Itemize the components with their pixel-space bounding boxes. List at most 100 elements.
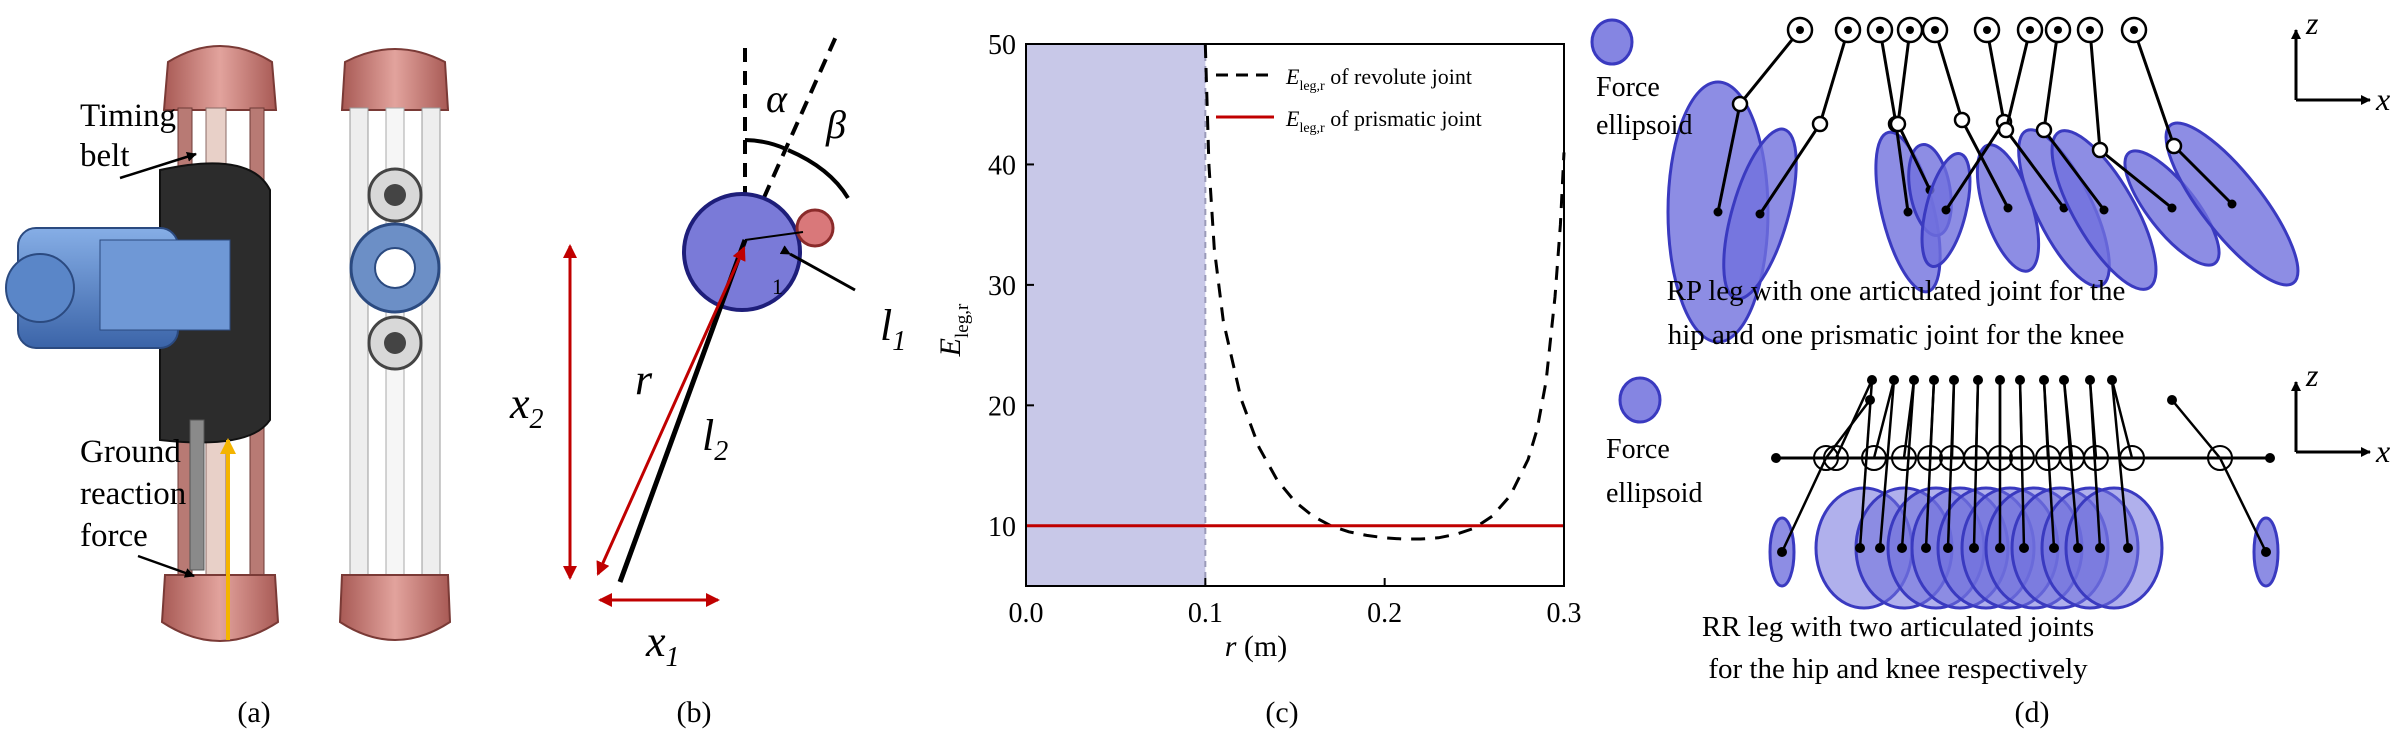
y-tick-label: 50 [988,30,1016,61]
rail-end [2265,453,2275,463]
rr-caption-line1: RR leg with two articulated joints [1702,611,2094,643]
knee-joint-marker [2039,375,2049,385]
foot-point [1921,543,1931,553]
panel-label-b: (b) [677,696,712,729]
knee-joint-marker [2059,375,2069,385]
foot-point [2227,199,2237,209]
shaded-infeasible-region [1026,44,1206,586]
bottom-legend-force: Force [1606,434,1670,465]
upper-link [1933,29,1964,121]
foot-point [2095,543,2105,553]
actuator-render-left [5,45,280,642]
y-tick-label: 10 [988,512,1016,543]
foot-point [2003,203,2013,213]
bottom-axis-z: z [2305,357,2319,393]
lower-link [1780,457,1828,553]
top-axis-z: z [2305,5,2319,41]
upper-link [1818,29,1850,125]
knee-joint-marker [2165,137,2183,155]
hip-joint-marker [2083,445,2109,471]
rp-caption-line2: hip and one prismatic joint for the knee [1668,319,2125,351]
foot-point [1755,209,1765,219]
knee-joint-marker [2167,395,2177,405]
lower-link [2099,148,2173,210]
l1-inline-label: 1 [772,274,783,299]
knee-joint-marker [2091,141,2109,159]
bottom-legend-ellipsoid: ellipsoid [1606,478,1702,509]
upper-link [2132,29,2176,147]
lower-link [1946,379,1956,549]
l2-label: l2 [702,411,728,467]
hip-joint-dot [2130,26,2138,34]
foot-point [2167,203,2177,213]
foot-point [2073,543,2083,553]
lower-link [1944,121,2006,211]
knee-joint-marker [2085,375,2095,385]
upper-link [1896,29,1912,125]
upper-link [1834,379,1874,459]
knee-joint-marker [1949,375,1959,385]
lower-link [2110,379,2130,549]
upper-link [1872,379,1896,459]
hip-joint-dot [1983,26,1991,34]
grf-label-line3: force [80,518,148,554]
knee-joint-marker [2015,375,2025,385]
lower-link [1894,123,1910,213]
x-axis-label: r (m) [1225,630,1288,663]
leg-direction-dashed-line [743,31,840,241]
series-revolute-joint-line [1203,43,1566,541]
legend-revolute-text: Eleg,r of revolute joint [1285,64,1472,94]
lower-link [2062,379,2080,549]
panel-d: Force ellipsoid RP leg with one articula… [1590,5,2390,729]
grf-pointer-arrow [137,554,195,578]
foot-point [1777,547,1787,557]
knee-joint-marker [1929,375,1939,385]
lower-link [1858,379,1874,549]
knee-joint-marker [1811,115,1829,133]
timing-belt-arrow [119,151,197,180]
hip-joint-dot [1876,26,1884,34]
lower-link [1896,123,1932,191]
knee-joint-marker [2107,375,2117,385]
y-axis-label: Eleg,r [934,303,973,357]
timing-belt-label-line2: belt [80,138,129,174]
panel-label-c: (c) [1265,696,1298,729]
top-legend-ellipse [1590,18,1634,66]
rr-leg-diagram [1768,375,2280,610]
foot-point [1941,205,1951,215]
timing-belt-label-line1: Timing [80,98,176,134]
upper-link [2110,379,2134,459]
panel-label-a: (a) [237,696,270,729]
top-axes-frame: z x [2291,5,2390,117]
lower-link [1924,379,1936,549]
hip-joint-dot [1906,26,1914,34]
knee-joint-marker [2035,121,2053,139]
alpha-symbol: α [766,76,788,121]
chart-legend: Eleg,r of revolute joint Eleg,r of prism… [1216,64,1482,136]
knee-joint-marker [1997,121,2015,139]
x-tick-label: 0.3 [1547,598,1582,629]
knee-joint-marker [1889,115,1907,133]
hip-joint-dot [1931,26,1939,34]
knee-joint-circle [795,208,835,248]
plot-frame [1025,43,1565,587]
panel-c: 0.0 0.1 0.2 0.3 10 20 30 40 50 Eleg,r of revolut… [934,30,1582,729]
l1-label: l1 [880,301,906,357]
foot-point [1897,543,1907,553]
y-tick-label: 20 [988,391,1016,422]
knee-joint-marker [1731,95,1749,113]
rail-end [1771,453,1781,463]
rr-caption-line2: for the hip and knee respectively [1708,653,2088,685]
x2-label: x2 [509,379,544,435]
knee-joint-marker [1995,375,2005,385]
hip-joint-marker [2207,445,2233,471]
knee-joint-marker [1909,375,1919,385]
axis-ticks: 0.0 0.1 0.2 0.3 10 20 30 40 50 [988,30,1582,629]
panel-a: Timing belt Ground reaction force (a) [5,45,452,729]
foot-point [2049,543,2059,553]
top-legend-force: Force [1596,72,1660,103]
r-label: r [635,355,653,404]
upper-link [2088,29,2102,151]
hip-joint-dot [2054,26,2062,34]
